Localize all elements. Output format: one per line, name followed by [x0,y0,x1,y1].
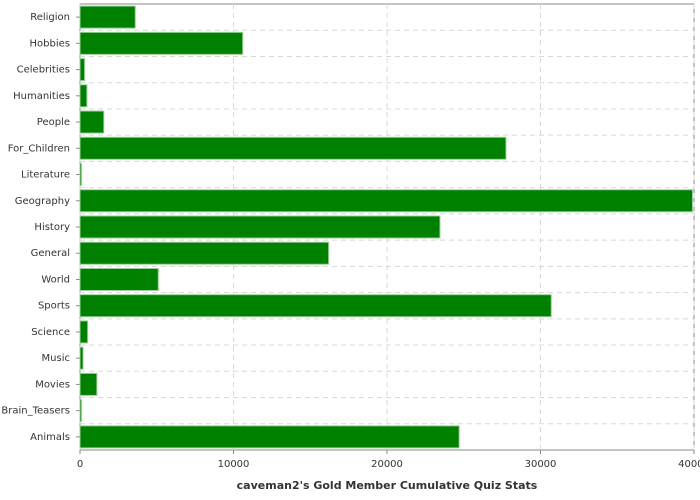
y-tick-label: Literature [21,170,70,181]
bar [79,399,83,423]
bar [79,320,89,344]
x-tick-label: 20000 [371,459,403,470]
y-tick-label: Celebrities [17,65,70,76]
y-tick-label: Sports [38,301,70,312]
bar [79,294,552,318]
y-tick-label: Religion [30,12,70,23]
y-tick-label: General [31,248,70,259]
x-tick-label: 0 [77,459,83,470]
bar [79,346,84,370]
y-tick-label: World [41,274,70,285]
y-tick-label: Geography [15,196,70,207]
x-tick-label: 10000 [218,459,250,470]
y-tick-label: History [34,222,70,233]
y-tick-label: Science [31,327,70,338]
x-tick-label: 40000 [678,459,700,470]
bar [79,372,98,396]
y-tick-label: Humanities [13,91,70,102]
y-tick-label: Brain_Teasers [1,406,70,417]
y-tick-label: Hobbies [30,38,70,49]
bar [79,215,441,239]
bar [79,267,159,291]
x-tick-label: 30000 [525,459,557,470]
bar [79,189,693,213]
bar [79,163,83,187]
bar [79,425,460,449]
y-tick-label: People [37,117,70,128]
x-axis-title: caveman2's Gold Member Cumulative Quiz S… [237,479,538,492]
y-tick-label: Music [42,353,70,364]
y-tick-label: Movies [35,379,70,390]
bar [79,136,507,160]
y-tick-label: For_Children [8,143,70,154]
bar [79,31,244,55]
y-tick-label: Animals [30,432,70,443]
bar [79,241,330,265]
bar [79,58,86,82]
bar [79,84,88,108]
bar [79,5,136,29]
bar [79,110,105,134]
